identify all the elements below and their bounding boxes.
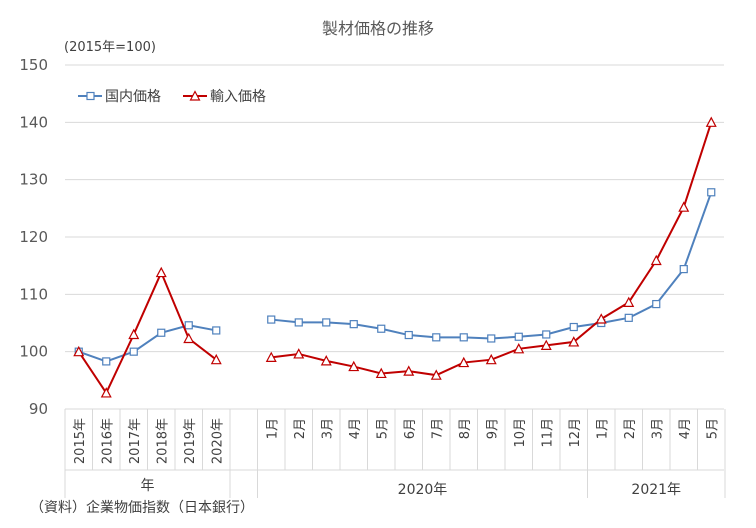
x-tick-label: 6月 — [403, 418, 418, 439]
x-group-label: 年 — [141, 478, 155, 494]
domestic-price-point — [625, 314, 632, 321]
x-tick-label: 9月 — [485, 418, 500, 439]
x-tick-label: 1月 — [265, 418, 280, 439]
x-tick-label: 2015年 — [73, 418, 88, 464]
domestic-price-point — [268, 316, 275, 323]
y-tick-label: 120 — [19, 228, 48, 246]
domestic-price-point — [515, 333, 522, 340]
import-price-point — [129, 330, 138, 339]
x-tick-label: 2019年 — [183, 418, 198, 464]
x-tick-label: 2月 — [293, 418, 308, 439]
legend-import-label: 輸入価格 — [210, 89, 266, 105]
chart-title: 製材価格の推移 — [322, 19, 434, 38]
x-group-label: 2020年 — [398, 482, 448, 498]
x-tick-label: 8月 — [458, 418, 473, 439]
domestic-price-point — [433, 334, 440, 341]
domestic-price-point — [158, 329, 165, 336]
import-price-point — [157, 268, 166, 277]
legend-domestic-marker — [87, 93, 94, 100]
import-price-point — [184, 334, 193, 343]
domestic-price-point — [488, 335, 495, 342]
x-tick-label: 2018年 — [155, 418, 170, 464]
domestic-price-line — [271, 192, 711, 338]
domestic-price-point — [653, 301, 660, 308]
domestic-price-point — [350, 321, 357, 328]
x-tick-label: 5月 — [375, 418, 390, 439]
y-tick-label: 130 — [19, 171, 48, 189]
x-tick-label: 4月 — [678, 418, 693, 439]
x-tick-label: 2016年 — [100, 418, 115, 464]
domestic-price-point — [543, 331, 550, 338]
domestic-price-point — [295, 319, 302, 326]
x-tick-label: 11月 — [540, 418, 555, 448]
domestic-price-point — [680, 266, 687, 273]
x-tick-label: 2017年 — [128, 418, 143, 464]
domestic-price-point — [103, 358, 110, 365]
x-tick-label: 2月 — [623, 418, 638, 439]
x-tick-label: 12月 — [568, 418, 583, 448]
x-tick-label: 3月 — [320, 418, 335, 439]
import-price-point — [652, 256, 661, 265]
domestic-price-point — [708, 189, 715, 196]
import-price-point — [679, 203, 688, 212]
domestic-price-point — [570, 324, 577, 331]
x-tick-label: 4月 — [348, 418, 363, 439]
x-tick-label: 5月 — [705, 418, 720, 439]
x-tick-label: 3月 — [650, 418, 665, 439]
x-tick-label: 7月 — [430, 418, 445, 439]
y-tick-label: 150 — [19, 56, 48, 74]
x-tick-label: 1月 — [595, 418, 610, 439]
domestic-price-point — [378, 325, 385, 332]
source-note: （資料）企業物価指数（日本銀行） — [30, 499, 254, 516]
import-price-line — [79, 273, 217, 393]
domestic-price-point — [130, 348, 137, 355]
x-group-label: 2021年 — [631, 482, 681, 498]
unit-label: (2015年=100) — [64, 40, 156, 55]
domestic-price-point — [460, 334, 467, 341]
y-tick-label: 100 — [19, 343, 48, 361]
x-tick-label: 2020年 — [210, 418, 225, 464]
y-axis: 90 100 110 120 130 140 150 — [19, 56, 48, 418]
y-tick-label: 110 — [19, 285, 48, 303]
y-tick-label: 90 — [29, 400, 48, 418]
domestic-price-point — [185, 322, 192, 329]
legend-domestic-label: 国内価格 — [105, 89, 161, 105]
y-tick-label: 140 — [19, 113, 48, 131]
domestic-price-point — [405, 332, 412, 339]
domestic-price-point — [323, 319, 330, 326]
x-tick-label: 10月 — [513, 418, 528, 448]
gridlines — [65, 65, 724, 409]
domestic-price-point — [213, 327, 220, 334]
import-price-point — [597, 314, 606, 323]
legend: 国内価格 輸入価格 — [78, 89, 266, 105]
series-lines — [74, 118, 716, 397]
